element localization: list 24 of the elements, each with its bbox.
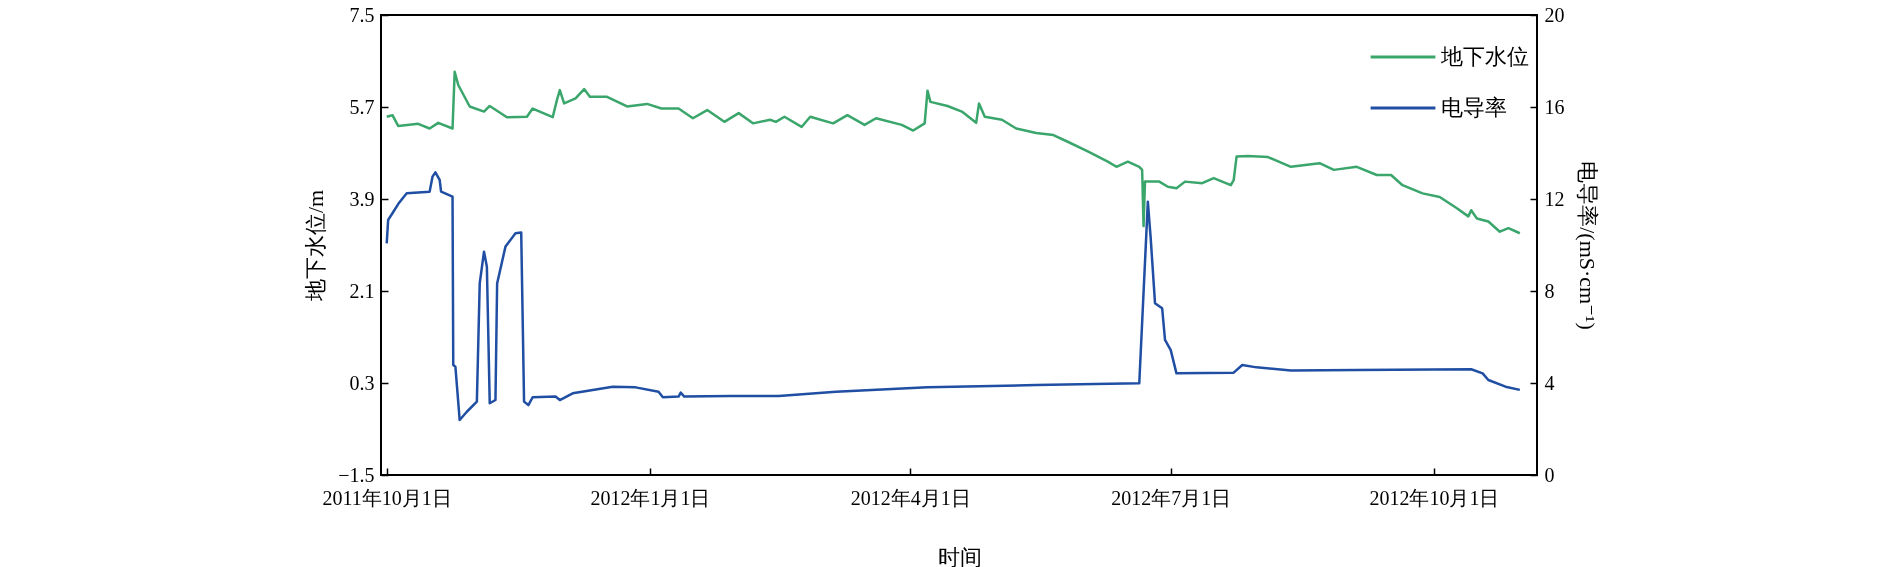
x-axis-title: 时间 bbox=[937, 544, 982, 567]
x-tick-label: 2011年10月1日 bbox=[322, 486, 452, 509]
y2-axis-title: 电导率/(mS·cm⁻¹) bbox=[1574, 161, 1600, 330]
y-tick-label: 2.1 bbox=[349, 279, 375, 302]
x-tick-label: 2012年1月1日 bbox=[590, 486, 711, 509]
legend-label: 电导率 bbox=[1441, 95, 1507, 120]
y2-tick-label: 0 bbox=[1544, 463, 1555, 486]
legend-label: 地下水位 bbox=[1440, 44, 1529, 69]
y-tick-label: 3.9 bbox=[349, 187, 375, 210]
y2-tick-label: 8 bbox=[1544, 279, 1555, 302]
line-series bbox=[385, 171, 1522, 422]
y-tick-label: −1.5 bbox=[338, 463, 375, 486]
y-axis-title: 地下水位/m bbox=[303, 189, 329, 303]
y-tick-label: 0.3 bbox=[349, 371, 375, 394]
y-tick-label: 7.5 bbox=[349, 3, 375, 26]
x-tick-label: 2012年10月1日 bbox=[1369, 486, 1500, 509]
y2-tick-label: 4 bbox=[1544, 371, 1555, 394]
y2-tick-label: 12 bbox=[1544, 187, 1565, 210]
x-tick-label: 2012年4月1日 bbox=[850, 486, 971, 509]
x-tick-label: 2012年7月1日 bbox=[1111, 486, 1232, 509]
y2-tick-label: 20 bbox=[1544, 3, 1565, 26]
y-tick-label: 5.7 bbox=[349, 95, 375, 118]
y2-tick-label: 16 bbox=[1544, 95, 1565, 118]
line-series bbox=[385, 70, 1522, 235]
